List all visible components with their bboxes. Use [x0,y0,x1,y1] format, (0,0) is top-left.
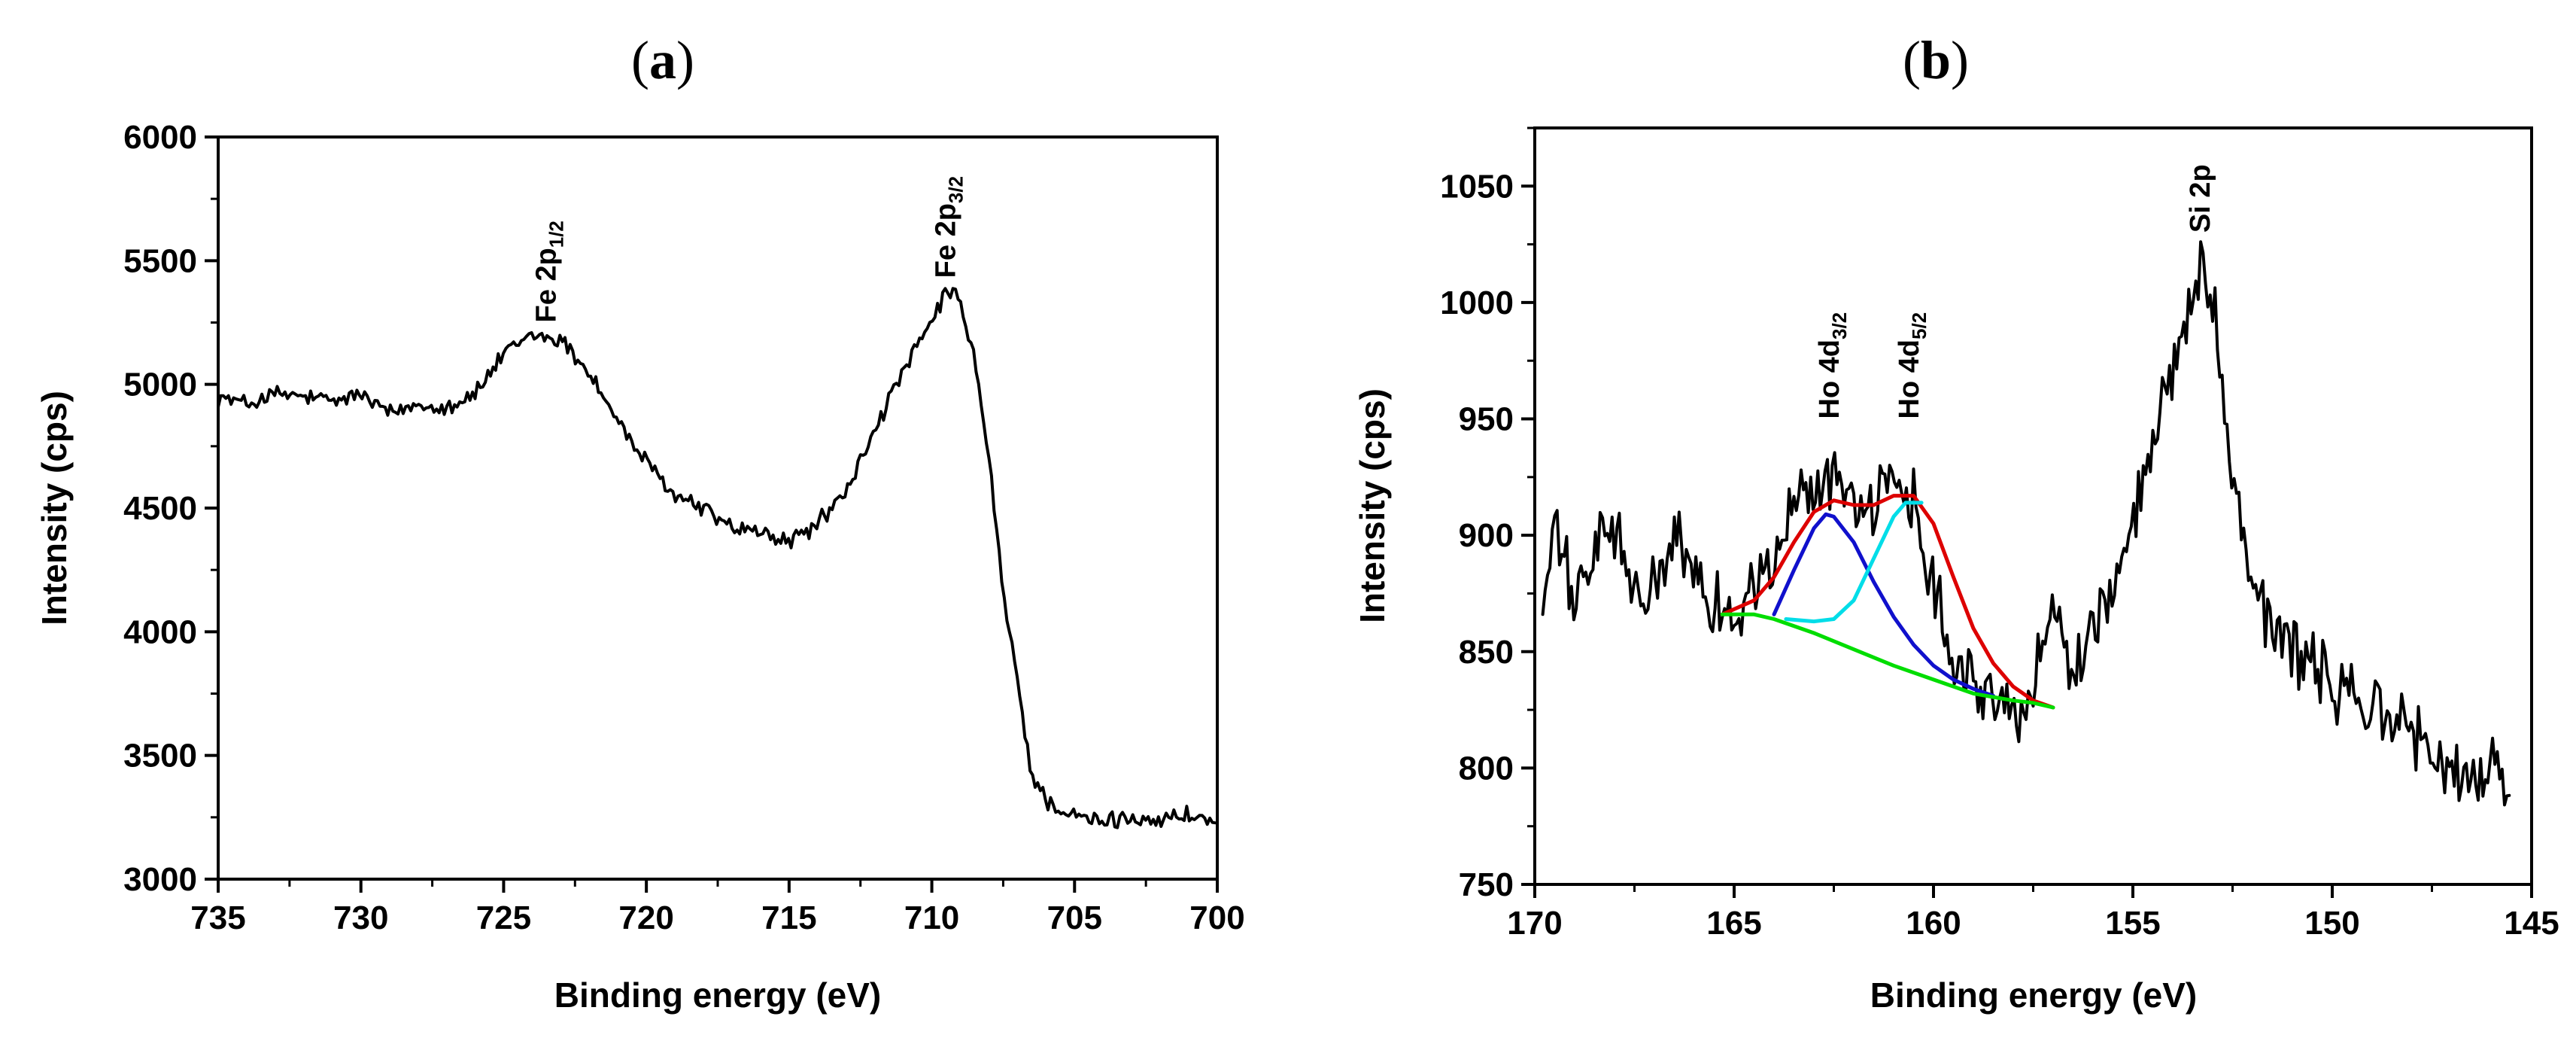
x-tick-label: 720 [618,899,673,936]
panel-b-annotations: Ho 4d3/2 Ho 4d5/2 Si 2p [1814,164,2216,418]
panel-b-y-tick-labels: 750 800 850 900 950 1000 1050 [1440,168,1514,903]
x-tick-label: 710 [904,899,959,936]
panel-a-x-axis-title: Binding energy (eV) [554,975,881,1015]
peak-annotation: Si 2p [2185,164,2216,233]
x-tick-label: 700 [1189,899,1244,936]
x-tick-label: 145 [2504,905,2559,942]
x-tick-label: 725 [476,899,531,936]
peak-annotation: Ho 4d5/2 [1894,312,1930,419]
x-tick-label: 155 [2105,905,2160,942]
y-tick-label: 3500 [123,738,197,775]
x-tick-label: 160 [1906,905,1961,942]
panel-a-y-tick-labels: 3000 3500 4000 4500 5000 5500 6000 [123,119,197,898]
panel-a-plot-frame [217,135,1219,881]
panel-a: (a) 735 730 725 720 715 710 705 700 3000 3500 400… [35,30,1245,1015]
x-tick-label: 730 [333,899,388,936]
y-tick-label: 5000 [123,367,197,403]
x-tick-label: 165 [1706,905,1761,942]
panel-a-series [217,287,1217,829]
panel-a-y-axis-title: Intensity (cps) [35,391,74,625]
y-tick-label: 850 [1459,634,1514,671]
series-line-ho-4d3-2-component [1772,512,1995,698]
panel-a-x-tick-labels: 735 730 725 720 715 710 705 700 [190,899,1244,936]
panel-b: (b) 170 165 160 155 150 145 750 800 850 900 950 10… [1353,30,2559,1015]
panel-b-series [1541,240,2511,807]
y-tick-label: 5500 [123,242,197,279]
panel-a-label: (a) [631,30,694,90]
x-tick-label: 735 [190,899,245,936]
series-line-fit-envelope [1720,494,2055,710]
panel-b-plot-frame [1533,126,2533,886]
y-tick-label: 950 [1459,401,1514,438]
y-tick-label: 6000 [123,119,197,156]
series-line-background [1720,612,2055,710]
y-tick-label: 3000 [123,861,197,898]
panel-b-ticks [1521,126,2533,898]
y-tick-label: 1050 [1440,168,1514,205]
y-tick-label: 750 [1459,866,1514,903]
y-tick-label: 4500 [123,490,197,527]
x-tick-label: 150 [2304,905,2359,942]
x-tick-label: 705 [1047,899,1102,936]
peak-annotation: Ho 4d3/2 [1814,312,1851,419]
series-line-fe-2p-spectrum [217,287,1217,829]
panel-a-letter: a [649,30,676,90]
y-tick-label: 800 [1459,750,1514,787]
panel-b-y-axis-title: Intensity (cps) [1353,388,1392,623]
x-tick-label: 715 [761,899,816,936]
peak-annotation: Fe 2p3/2 [931,176,968,278]
panel-a-ticks [205,135,1219,893]
y-tick-label: 900 [1459,517,1514,554]
panel-b-label: (b) [1903,30,1969,90]
x-tick-label: 170 [1507,905,1562,942]
panel-b-x-axis-title: Binding energy (eV) [1870,975,2197,1015]
y-tick-label: 4000 [123,613,197,650]
peak-annotation: Fe 2p1/2 [530,221,567,322]
panel-b-letter: b [1921,30,1951,90]
series-line-raw-spectrum [1541,240,2511,807]
series-line-ho-4d5-2-component [1784,501,1924,624]
y-tick-label: 1000 [1440,285,1514,321]
panel-b-x-tick-labels: 170 165 160 155 150 145 [1507,905,2559,942]
panel-a-annotations: Fe 2p1/2 Fe 2p3/2 [530,176,967,323]
